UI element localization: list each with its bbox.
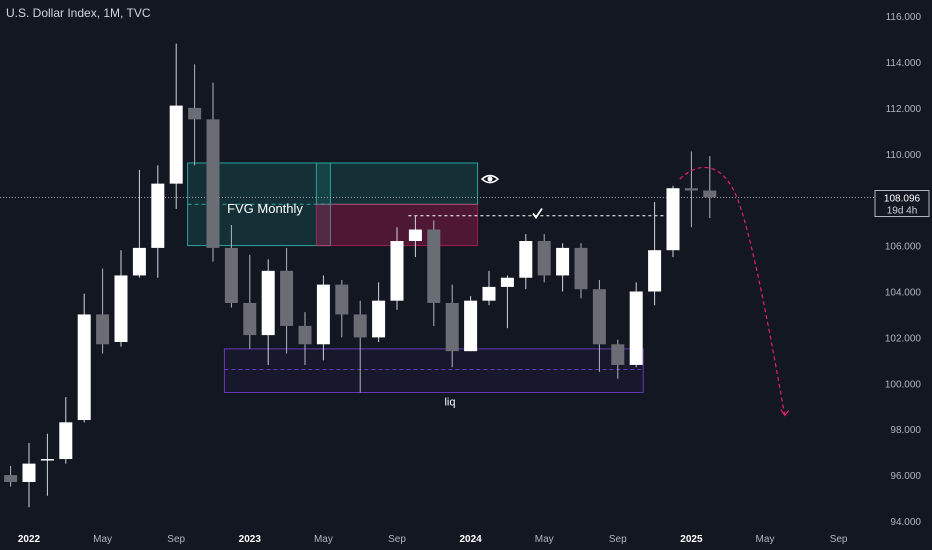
projection-path [679, 166, 786, 416]
candle-body[interactable] [4, 475, 18, 482]
candle-body[interactable] [519, 241, 533, 278]
x-tick-label: Sep [830, 534, 848, 545]
candle-body[interactable] [243, 302, 257, 336]
x-tick-label: Sep [167, 534, 185, 545]
candle-body[interactable] [537, 241, 551, 276]
candle-body[interactable] [629, 291, 643, 365]
candle-body[interactable] [592, 289, 606, 345]
candle-body[interactable] [464, 300, 478, 352]
candle-body[interactable] [353, 314, 367, 338]
candle-body[interactable] [703, 190, 717, 198]
candle-body[interactable] [59, 422, 73, 460]
candle-body[interactable] [648, 250, 662, 292]
candle-body[interactable] [482, 286, 496, 301]
candle-body[interactable] [77, 314, 91, 421]
y-tick-label: 110.000 [886, 150, 922, 161]
candle-body[interactable] [96, 314, 110, 345]
y-tick-label: 106.000 [885, 242, 922, 253]
price-tag [874, 189, 930, 217]
candle-body[interactable] [445, 302, 459, 352]
fvg-box-1[interactable] [315, 162, 479, 205]
x-tick-label: Sep [388, 534, 406, 545]
candle-body[interactable] [666, 188, 680, 251]
x-tick-label: 2022 [18, 534, 41, 545]
candle-body[interactable] [611, 344, 625, 365]
price-tag-value: 108.096 [884, 193, 921, 204]
candle-body[interactable] [261, 270, 275, 336]
candle-body[interactable] [335, 284, 349, 315]
candle-body[interactable] [40, 459, 54, 461]
x-tick-label: 2023 [239, 534, 262, 545]
y-tick-label: 112.000 [886, 104, 922, 115]
x-tick-label: May [93, 534, 112, 545]
price-tag-countdown: 19d 4h [887, 205, 918, 216]
candle-body[interactable] [298, 325, 312, 345]
projection-arrowhead [780, 409, 790, 417]
candle-body[interactable] [390, 241, 404, 301]
candle-body[interactable] [169, 105, 183, 184]
candle-body[interactable] [206, 119, 220, 248]
x-tick-label: May [756, 534, 775, 545]
candle-body[interactable] [427, 229, 441, 303]
x-tick-label: 2025 [680, 534, 703, 545]
x-tick-label: Sep [609, 534, 627, 545]
eye-icon[interactable] [480, 174, 500, 184]
y-tick-label: 96.000 [890, 471, 921, 482]
candle-body[interactable] [114, 275, 128, 342]
y-tick-label: 104.000 [885, 288, 922, 299]
candle-body[interactable] [224, 247, 238, 303]
x-tick-label: May [314, 534, 333, 545]
candle-body[interactable] [574, 247, 588, 290]
candle-body[interactable] [188, 107, 202, 120]
candle-body[interactable] [22, 463, 36, 482]
y-tick-label: 98.000 [890, 425, 921, 436]
candle-body[interactable] [151, 183, 165, 248]
candle-body[interactable] [280, 270, 294, 326]
x-tick-label: May [535, 534, 554, 545]
fvg-label: FVG Monthly [227, 201, 303, 216]
check-icon [532, 207, 543, 220]
y-tick-label: 94.000 [890, 517, 921, 528]
candle-body[interactable] [372, 300, 386, 338]
candle-body[interactable] [500, 277, 514, 287]
liq-label: liq [444, 397, 455, 409]
candle-body[interactable] [684, 188, 698, 191]
candle-body[interactable] [556, 247, 570, 276]
y-tick-label: 116.000 [886, 12, 922, 23]
x-tick-label: 2024 [459, 534, 482, 545]
chart-title: U.S. Dollar Index, 1M, TVC [6, 6, 151, 20]
y-tick-label: 102.000 [885, 333, 922, 344]
y-tick-label: 114.000 [886, 58, 922, 69]
candle-body[interactable] [408, 229, 422, 242]
y-tick-label: 100.000 [885, 379, 922, 390]
candle-body[interactable] [316, 284, 330, 345]
liq-box-3[interactable] [223, 348, 644, 393]
candle-body[interactable] [132, 247, 146, 276]
